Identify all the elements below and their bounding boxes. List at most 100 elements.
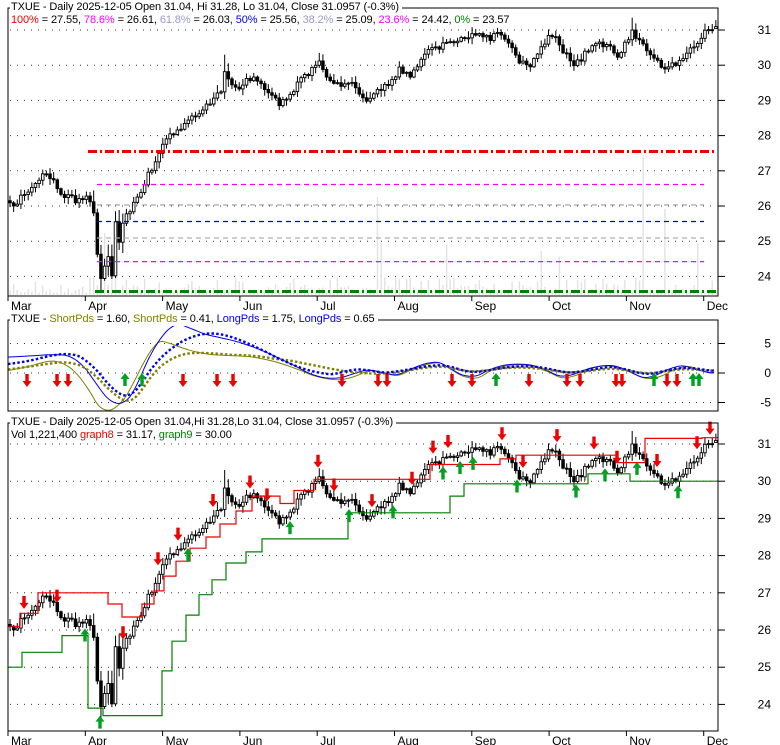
volume-bar <box>180 292 182 295</box>
text-segment: LongPds <box>216 313 260 325</box>
sell-arrow-icon <box>173 527 183 541</box>
month-label: May <box>166 299 189 313</box>
volume-bar <box>293 278 295 295</box>
volume-bar <box>620 292 622 295</box>
volume-bar <box>536 281 539 295</box>
volume-bar <box>329 279 331 295</box>
text-segment: ShortPds <box>49 313 94 325</box>
y-axis-label: 25 <box>758 660 772 674</box>
buy-arrow-icon <box>285 521 295 535</box>
month-label: Sep <box>475 299 497 313</box>
volume-bar <box>660 292 662 295</box>
text-segment: = 25.56, <box>257 14 303 26</box>
volume-bar <box>100 292 102 295</box>
volume-bar <box>565 280 568 295</box>
buy-arrow-icon <box>600 468 610 482</box>
panel3-price-chart[interactable]: 31 30 29 28 27 26 25 24 Mar Apr May Jun Jul Aug Sep Oct… <box>7 421 772 745</box>
volume-bar <box>638 280 641 295</box>
volume-bar <box>325 292 328 295</box>
volume-bar <box>12 283 15 295</box>
sell-arrow-icon <box>662 374 672 387</box>
text-segment: 61.8% <box>159 14 191 26</box>
sell-arrow-icon <box>518 454 528 468</box>
buy-arrow-icon <box>95 715 105 729</box>
y-axis-label: 25 <box>758 234 772 248</box>
panel1-fib-legend: 100% = 27.55, 78.6% = 26.61, 61.8% = 26.… <box>10 14 513 27</box>
volume-bar <box>584 279 586 295</box>
volume-bar <box>71 292 73 295</box>
volume-bar <box>176 291 179 295</box>
volume-bar <box>598 291 601 295</box>
text-segment: 38.2% <box>302 14 334 26</box>
sell-arrow-icon <box>672 374 682 387</box>
sell-arrow-icon <box>52 374 62 387</box>
buy-arrow-icon <box>673 485 683 499</box>
month-label: Jul <box>320 299 335 313</box>
buy-arrow-icon <box>120 373 130 386</box>
sell-arrow-icon <box>153 552 163 566</box>
volume-bar <box>449 279 451 295</box>
volume-bar <box>274 284 277 295</box>
volume-bar <box>253 292 255 295</box>
volume-bar <box>475 284 477 295</box>
buy-arrow-icon <box>632 461 642 475</box>
volume-bar <box>162 292 164 295</box>
buy-arrow-icon <box>80 628 90 642</box>
text-segment: = 1.75, <box>259 313 299 325</box>
volume-bar <box>20 292 22 295</box>
volume-bar <box>354 292 357 295</box>
sell-arrow-icon <box>22 374 32 387</box>
text-segment: LongPds <box>298 313 342 325</box>
y-axis-label: -5 <box>760 396 771 410</box>
month-label: Dec <box>707 299 728 313</box>
y-axis-label: 26 <box>758 199 772 213</box>
sell-arrow-icon <box>524 374 534 387</box>
panel2-title: TXUE - ShortPds = 1.60, ShortPds = 0.41,… <box>10 313 378 326</box>
volume-bar <box>511 281 513 295</box>
volume-bar <box>271 291 273 295</box>
sell-arrow-icon <box>562 374 572 387</box>
month-label: Oct <box>552 299 571 313</box>
volume-bar <box>613 284 615 295</box>
volume-bar <box>60 284 62 295</box>
sell-arrow-icon <box>228 374 238 387</box>
volume-bar <box>194 288 197 295</box>
panel2-oscillator-chart[interactable]: 5 0 -5 <box>7 319 771 412</box>
volume-bar <box>675 284 677 295</box>
volume-bar <box>515 292 517 295</box>
text-segment: Vol 1,221,400 <box>11 429 80 441</box>
y-axis-label: 28 <box>758 549 772 563</box>
volume-bar <box>686 292 688 295</box>
panel3-title: TXUE - Daily 2025-12-05 Open 31.04,Hi 31… <box>10 416 397 429</box>
volume-bar <box>642 157 644 295</box>
volume-bar <box>67 288 69 295</box>
volume-bar <box>151 292 153 295</box>
volume-bar <box>595 284 597 295</box>
panel1-price-chart[interactable]: 31 30 29 28 27 26 25 24 Mar Apr May Jun Jul Aug Sep Oct… <box>7 7 772 313</box>
volume-bar <box>143 278 146 295</box>
volume-bar <box>602 279 604 295</box>
volume-bar <box>442 284 444 295</box>
volume-bar <box>242 282 244 295</box>
sell-arrow-icon <box>19 595 29 609</box>
volume-bar <box>31 291 33 295</box>
volume-bar <box>631 292 633 295</box>
sell-arrow-icon <box>447 374 457 387</box>
text-segment: 23.6% <box>378 14 410 26</box>
buy-arrow-icon <box>388 505 398 519</box>
sell-arrow-icon <box>611 374 621 387</box>
sell-arrow-icon <box>382 374 392 387</box>
volume-bar <box>398 278 401 295</box>
volume-bar <box>16 289 18 295</box>
series-LongPds-thin <box>7 324 715 405</box>
volume-bar <box>191 281 193 295</box>
series-ShortPds-thick <box>7 351 715 402</box>
volume-bar <box>202 292 204 295</box>
volume-bar <box>209 291 211 295</box>
stop-line-graph8 <box>8 437 718 627</box>
volume-bar <box>402 292 404 295</box>
text-segment: TXUE - <box>11 313 50 325</box>
volume-bar <box>715 292 717 295</box>
volume-bar <box>107 284 109 295</box>
